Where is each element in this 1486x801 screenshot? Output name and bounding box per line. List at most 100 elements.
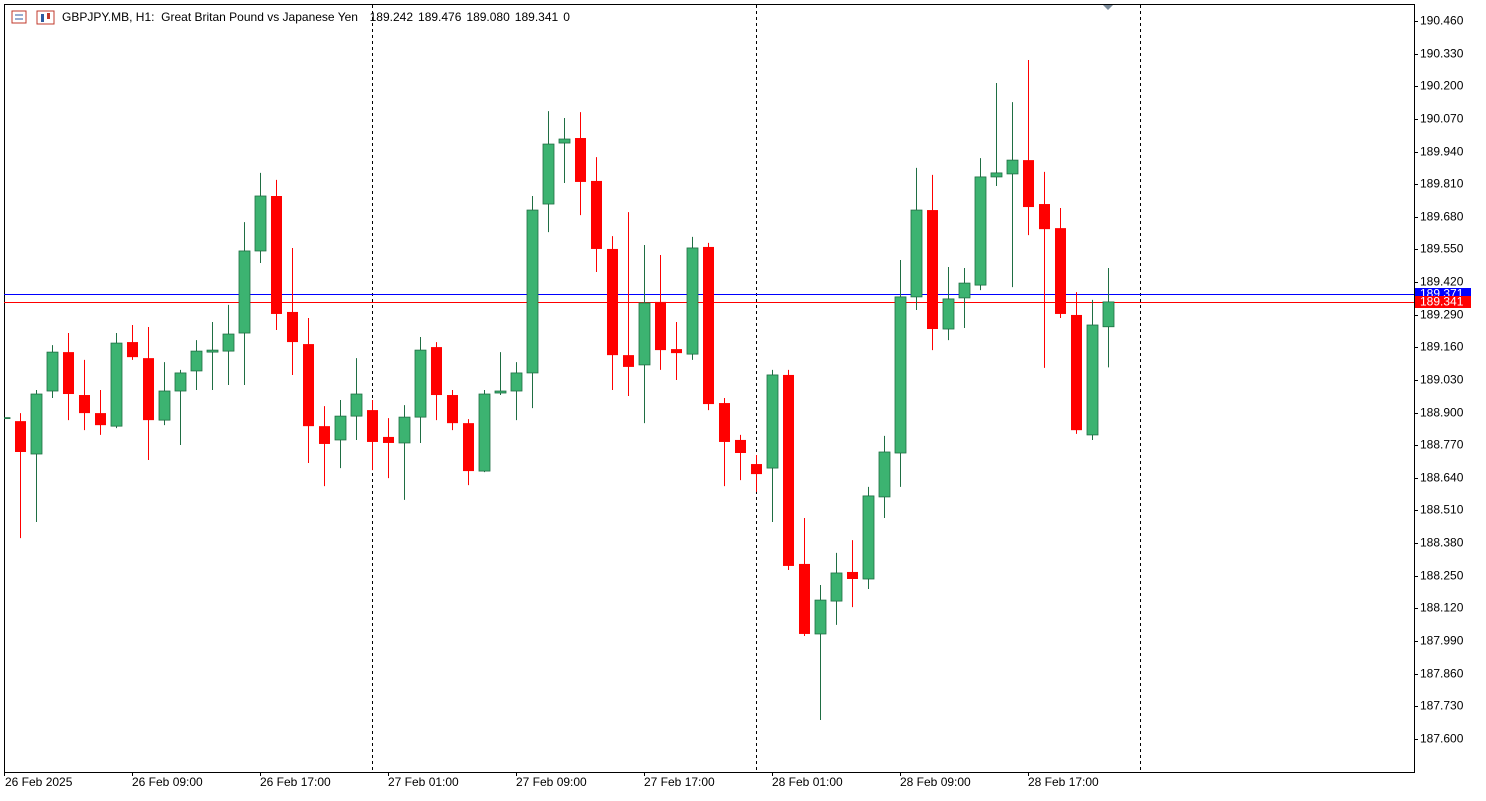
y-tick-label: 187.860: [1420, 667, 1464, 681]
candle-body: [751, 464, 762, 475]
y-tick-label: 187.990: [1420, 634, 1464, 648]
candle-body: [958, 282, 971, 299]
candle-body: [190, 350, 203, 372]
candle-body: [79, 395, 90, 414]
y-tick-label: 188.120: [1420, 601, 1464, 615]
candle-body: [367, 410, 378, 442]
x-tick-label: 27 Feb 17:00: [644, 775, 715, 789]
price-label: 189.341: [1420, 295, 1464, 309]
x-tick-label: 28 Feb 01:00: [772, 775, 843, 789]
candle-body: [143, 358, 154, 421]
y-tick-label: 189.030: [1420, 373, 1464, 387]
candle-body: [542, 143, 555, 205]
candle-body: [478, 393, 491, 472]
candle-body: [319, 426, 330, 444]
candle-body: [494, 390, 507, 394]
y-tick-label: 189.810: [1420, 177, 1464, 191]
candle-body: [719, 403, 730, 442]
x-tick-label: 28 Feb 17:00: [1028, 775, 1099, 789]
candle-body: [783, 374, 794, 566]
price-label-box: [1415, 296, 1471, 308]
candle-body: [638, 302, 651, 366]
candle-body: [383, 436, 394, 443]
y-tick-label: 189.160: [1420, 340, 1464, 354]
candle-body: [1071, 314, 1082, 431]
y-tick-label: 189.940: [1420, 145, 1464, 159]
candle-body: [431, 347, 442, 396]
y-tick-label: 187.730: [1420, 699, 1464, 713]
icon: [11, 10, 27, 24]
x-tick-label: 26 Feb 17:00: [260, 775, 331, 789]
candle-body: [110, 342, 123, 427]
x-tick-label: 26 Feb 09:00: [132, 775, 203, 789]
price-axis: 190.460 190.330 190.200 190.070 189.940 189.8…: [1414, 14, 1471, 746]
candle-body: [95, 413, 106, 426]
day-separators: [372, 5, 1141, 772]
volume-value: 0: [563, 10, 570, 24]
symbol-icons: [11, 10, 55, 25]
candle-body: [799, 563, 810, 634]
candle-body: [447, 395, 458, 424]
candle-body: [558, 138, 571, 144]
candle-body: [238, 250, 251, 334]
icon: [47, 13, 50, 19]
candle-body: [942, 298, 955, 330]
candle-body: [623, 355, 634, 367]
y-tick-label: 189.290: [1420, 308, 1464, 322]
candle-body: [174, 372, 187, 392]
candle-body: [814, 599, 827, 635]
candle-body: [463, 423, 474, 472]
candle-body: [655, 301, 666, 351]
candle-body: [575, 138, 586, 182]
candle-body: [607, 248, 618, 356]
candle-body: [526, 209, 539, 374]
y-tick-label: 190.460: [1420, 14, 1464, 28]
candle-body: [350, 393, 363, 417]
candle-body: [703, 246, 714, 405]
candle-body: [974, 176, 987, 286]
x-tick-label: 28 Feb 09:00: [900, 775, 971, 789]
ohlc-value: 189.080: [466, 10, 510, 24]
candle-body: [1102, 301, 1115, 328]
icon: [41, 14, 44, 22]
candle-body: [1023, 160, 1034, 208]
candle-body: [1086, 324, 1099, 436]
y-tick-label: 190.070: [1420, 112, 1464, 126]
candle-body: [15, 421, 26, 452]
y-tick-label: 188.380: [1420, 536, 1464, 550]
candle-body: [1006, 159, 1019, 175]
icon: [36, 10, 55, 25]
candle-body: [398, 416, 411, 444]
y-tick-label: 190.200: [1420, 79, 1464, 93]
candle-body: [847, 571, 858, 579]
candle-body: [894, 296, 907, 454]
y-tick-label: 188.250: [1420, 569, 1464, 583]
y-tick-label: 187.600: [1420, 732, 1464, 746]
y-tick-label: 189.420: [1420, 275, 1464, 289]
x-tick-label: 27 Feb 09:00: [516, 775, 587, 789]
ohlc-value: 189.476: [418, 10, 462, 24]
candle-body: [206, 349, 219, 353]
candle-body: [735, 439, 746, 454]
candle-body: [862, 495, 875, 580]
y-tick-label: 188.770: [1420, 438, 1464, 452]
candle-body: [222, 333, 235, 352]
candle-body: [46, 351, 59, 392]
y-tick-label: 190.330: [1420, 47, 1464, 61]
candle-body: [4, 417, 11, 420]
candle-body: [910, 209, 923, 298]
plot: [4, 59, 1414, 721]
ohlc-value: 189.242: [369, 10, 414, 24]
x-tick-label: 27 Feb 01:00: [388, 775, 459, 789]
candle-body: [878, 451, 891, 498]
candle-body: [766, 374, 779, 469]
candle-body: [927, 210, 938, 330]
candle-body: [686, 247, 699, 355]
candle-body: [414, 349, 427, 418]
candle-body: [158, 390, 171, 421]
candle-body: [1055, 228, 1066, 314]
candle-body: [1039, 204, 1050, 230]
candle-body: [671, 349, 682, 354]
